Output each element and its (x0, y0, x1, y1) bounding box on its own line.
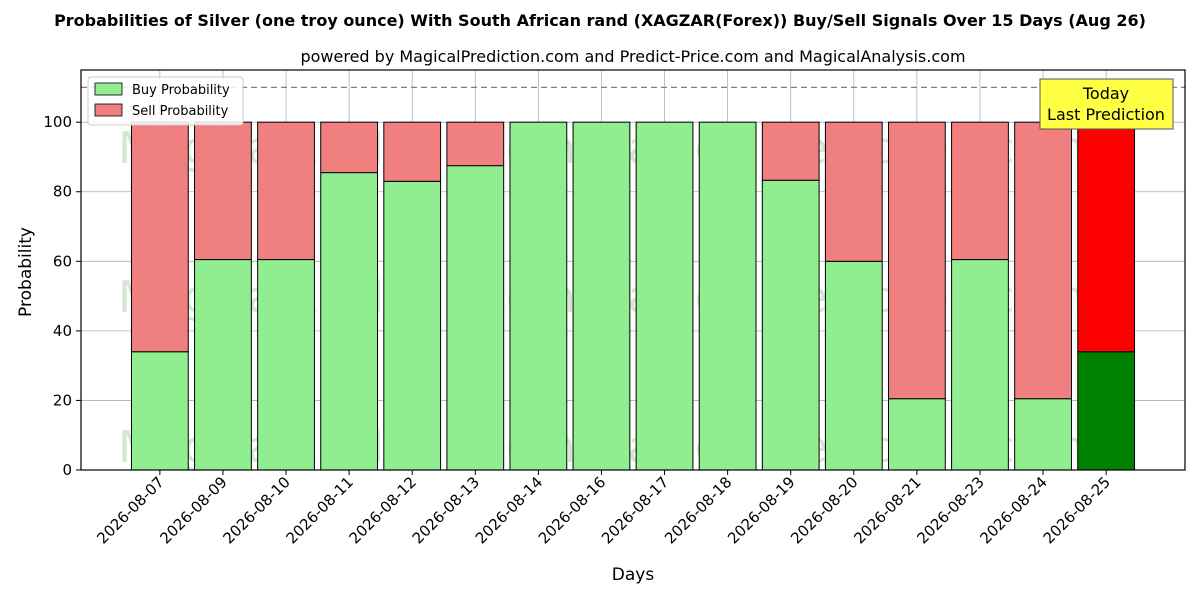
y-tick-label: 0 (62, 461, 72, 479)
bar-buy (1077, 351, 1136, 471)
bar-buy (887, 398, 946, 471)
bar-sell (320, 121, 379, 174)
bar-buy (761, 179, 820, 471)
legend: Buy Probability Sell Probability (87, 76, 244, 126)
bar-buy (446, 165, 505, 471)
bar-buy (320, 172, 379, 471)
x-tick-label: 2026-08-16 (535, 473, 609, 547)
x-tick-label: 2026-08-25 (1040, 473, 1114, 547)
y-tick-label: 80 (53, 183, 72, 201)
x-tick-label: 2026-08-10 (219, 473, 293, 547)
x-tick-label: 2026-08-21 (850, 473, 924, 547)
y-tick-label: 100 (43, 113, 72, 131)
plot-area (80, 69, 1186, 471)
bar-buy (635, 121, 694, 471)
legend-swatch-buy (94, 82, 123, 96)
bar-buy (824, 260, 883, 471)
legend-swatch-sell (94, 103, 123, 117)
bar-buy (1014, 398, 1072, 471)
legend-label-buy: Buy Probability (132, 83, 230, 98)
bar-buy (951, 259, 1009, 471)
bar-buy (194, 259, 252, 471)
bar-sell (761, 121, 820, 181)
bar-sell (951, 121, 1009, 261)
bar-sell (383, 121, 442, 182)
bar-sell (194, 121, 252, 261)
bars (130, 121, 1136, 471)
x-tick-label: 2026-08-12 (346, 473, 420, 547)
bar-buy (572, 121, 631, 471)
y-tick-label: 40 (53, 322, 72, 340)
legend-box (87, 76, 244, 126)
today-label-line2: Last Prediction (1047, 105, 1165, 124)
bar-buy (383, 180, 442, 471)
today-box (1039, 78, 1174, 130)
bar-sell (1014, 121, 1072, 400)
x-tick-label: 2026-08-17 (598, 473, 672, 547)
bar-buy (257, 259, 315, 471)
y-axis-label: Probability (16, 227, 36, 317)
x-tick-label: 2026-08-11 (283, 473, 357, 547)
bar-buy (130, 351, 189, 471)
legend-label-sell: Sell Probability (132, 104, 229, 119)
today-annotation: Today Last Prediction (1039, 78, 1174, 130)
bar-sell (257, 121, 315, 261)
today-label-line1: Today (1082, 84, 1129, 103)
bar-sell (130, 121, 189, 353)
x-tick-label: 2026-08-19 (724, 473, 798, 547)
x-tick-label: 2026-08-18 (661, 473, 735, 547)
y-tick-label: 20 (53, 391, 72, 409)
chart-subtitle: powered by MagicalPrediction.com and Pre… (300, 47, 965, 66)
bar-sell (824, 121, 883, 262)
bar-sell (1077, 121, 1136, 353)
bar-sell (887, 121, 946, 400)
x-tick-label: 2026-08-09 (156, 473, 230, 547)
chart-title: Probabilities of Silver (one troy ounce)… (54, 11, 1146, 30)
x-tick-label: 2026-08-23 (913, 473, 987, 547)
y-axis: 0 20 40 60 80 100 (43, 113, 81, 479)
bar-buy (698, 121, 757, 471)
y-tick-label: 60 (53, 252, 72, 270)
x-tick-label: 2026-08-24 (977, 473, 1051, 547)
x-axis-label: Days (612, 565, 655, 585)
x-tick-label: 2026-08-20 (787, 473, 861, 547)
bar-sell (446, 121, 505, 167)
bar-buy (509, 121, 568, 471)
x-tick-label: 2026-08-13 (409, 473, 483, 547)
x-axis: 2026-08-072026-08-092026-08-102026-08-11… (93, 470, 1114, 547)
x-tick-label: 2026-08-14 (472, 473, 546, 547)
x-tick-label: 2026-08-07 (93, 473, 167, 547)
